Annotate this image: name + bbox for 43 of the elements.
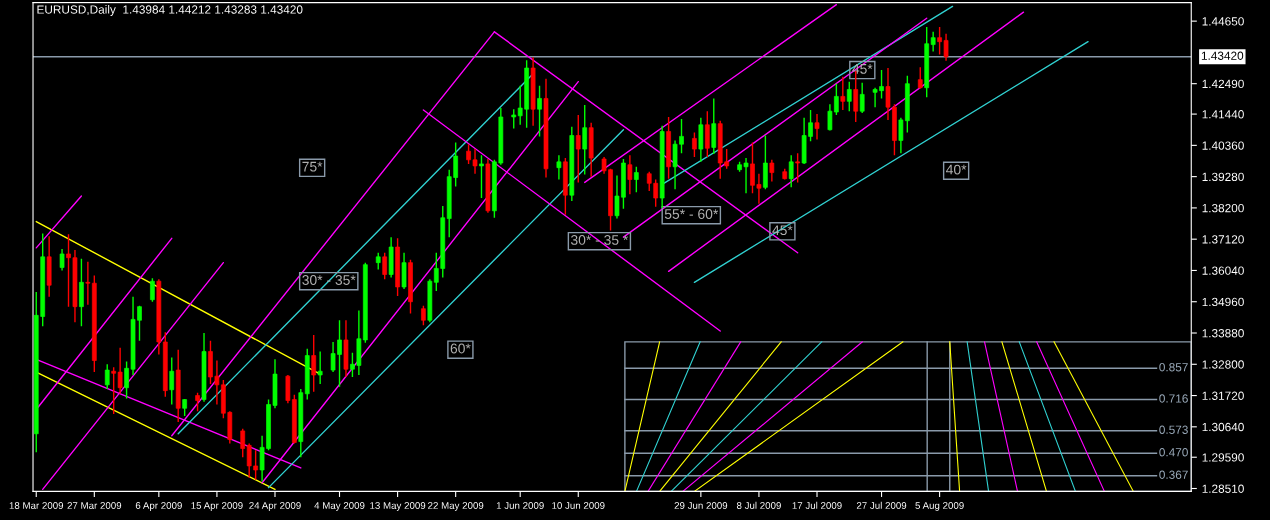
- annotation: 55* - 60*: [664, 209, 719, 219]
- y-tick-label: 1.32800: [1202, 360, 1244, 369]
- x-tick-label: 24 Apr 2009: [249, 502, 301, 511]
- x-tick-label: 27 Jul 2009: [856, 501, 907, 509]
- ref-line-label: 1.43420: [1201, 51, 1244, 60]
- x-tick-label: 15 Apr 2009: [191, 502, 243, 511]
- y-tick-label: 1.29590: [1202, 453, 1244, 462]
- annotation: 0.716: [1159, 394, 1188, 403]
- y-tick-label: 1.30640: [1202, 422, 1244, 432]
- y-tick-label: 1.34960: [1202, 297, 1244, 307]
- annotation: 0.470: [1159, 448, 1188, 457]
- y-tick-label: 1.31720: [1202, 391, 1244, 400]
- annotation: 0.857: [1159, 363, 1188, 372]
- annotation: 40*: [946, 164, 967, 175]
- annotation: 0.367: [1159, 470, 1188, 479]
- x-tick-label: 6 Apr 2009: [135, 502, 182, 511]
- y-tick-label: 1.41440: [1202, 110, 1244, 119]
- x-tick-label: 22 May 2009: [428, 502, 484, 511]
- chart-title: EURUSD,Daily 1.43984 1.44212 1.43283 1.43420: [37, 5, 303, 17]
- annotation: 30* - 35*: [302, 275, 356, 285]
- y-tick-label: 1.40360: [1202, 141, 1244, 150]
- y-tick-label: 1.44650: [1202, 17, 1244, 26]
- annotation: 0.573: [1159, 425, 1188, 434]
- x-tick-label: 1 Jun 2009: [496, 502, 544, 509]
- y-tick-label: 1.39280: [1202, 172, 1244, 182]
- x-tick-label: 18 Mar 2009: [9, 502, 64, 509]
- x-tick-label: 13 May 2009: [370, 502, 426, 511]
- x-tick-label: 27 Mar 2009: [67, 502, 122, 509]
- x-tick-label: 5 Aug 2009: [915, 502, 964, 511]
- y-tick-label: 1.33880: [1202, 329, 1244, 338]
- x-tick-label: 17 Jul 2009: [792, 501, 842, 509]
- x-tick-label: 10 Jun 2009: [552, 502, 605, 509]
- y-tick-label: 1.38200: [1202, 203, 1244, 213]
- x-tick-label: 8 Jul 2009: [736, 501, 781, 509]
- annotation: 75*: [302, 161, 323, 172]
- y-tick-label: 1.28510: [1202, 484, 1244, 493]
- y-tick-label: 1.37120: [1202, 235, 1244, 244]
- x-tick-label: 29 Jun 2009: [674, 502, 728, 509]
- y-tick-label: 1.36040: [1202, 266, 1244, 275]
- annotation: 60*: [450, 343, 471, 354]
- x-tick-label: 4 May 2009: [314, 502, 365, 511]
- y-tick-label: 1.42490: [1202, 79, 1244, 89]
- annotation: 30* - 35 *: [570, 235, 629, 245]
